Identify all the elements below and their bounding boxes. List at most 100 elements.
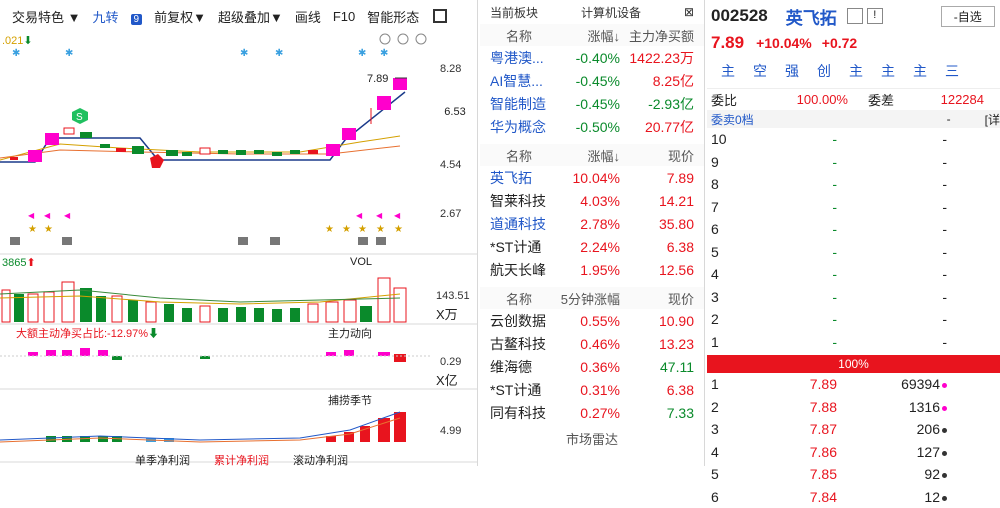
bell-icon[interactable] [847,8,863,24]
ratio-bar: 100% [707,355,1000,373]
row-chg: 0.36% [550,359,620,375]
sell-level: 1-- [707,331,1000,354]
row-val: 35.80 [620,216,700,232]
list-item[interactable]: 粤港澳...-0.40%1422.23万 [480,46,704,69]
row-chg: -0.40% [550,50,620,66]
row-val: 6.38 [620,239,700,255]
sector-columns: 名称 涨幅↓ 主力净买额 [480,24,704,46]
row-name: 维海德 [480,357,550,377]
sell-level: 3-- [707,286,1000,309]
dot-icon [942,406,947,411]
row-chg: 0.27% [550,405,620,421]
price-axis-2: 6.53 [432,106,478,120]
row-val: 13.23 [620,336,700,352]
row-val: 14.21 [620,193,700,209]
sector-header-right[interactable]: 计算机设备 [581,4,641,21]
market-radar[interactable]: 市场雷达 [480,429,704,448]
list-item[interactable]: 华为概念-0.50%20.77亿 [480,115,704,138]
wc-label: 委差 [868,90,928,109]
quote-tab[interactable]: 空 [749,60,771,82]
flow-title: 主力动向 [328,325,372,341]
row-val: 6.38 [620,382,700,398]
svg-text:★: ★ [28,224,37,235]
catch-axis-value: 4.99 [440,425,469,437]
detail-link[interactable]: [详 [985,111,1000,128]
quote-tab[interactable]: 三 [941,60,963,82]
sell-level: 5-- [707,241,1000,264]
row-name: 华为概念 [480,117,550,137]
row-chg: 10.04% [550,170,620,186]
quote-tab[interactable]: 主 [909,60,931,82]
quote-tab[interactable]: 主 [877,60,899,82]
price-axis-1: 8.28 [440,63,469,75]
add-watch-button[interactable]: -自选 [941,6,995,27]
list-item[interactable]: AI智慧...-0.45%8.25亿 [480,69,704,92]
abs-change: +0.72 [822,35,857,51]
quote-tab[interactable]: 主 [845,60,867,82]
svg-text:★: ★ [44,224,53,235]
quote-tab[interactable]: 主 [717,60,739,82]
row-name: 同有科技 [480,403,550,423]
close-icon[interactable]: ⊠ [684,5,694,19]
row-name: 云创数据 [480,311,550,331]
stock-name: 英飞拓 [786,4,837,29]
row-name: 英飞拓 [480,168,550,188]
row-chg: -0.45% [550,96,620,112]
vol-label: 3865 [2,257,26,269]
quote-panel: 002528 英飞拓 ! -自选 7.89 +10.04% +0.72 主空强创… [707,0,1000,466]
quote-tab[interactable]: 创 [813,60,835,82]
dot-icon [942,383,947,388]
quote-tab[interactable]: 强 [781,60,803,82]
sell-title: 委卖0档 [711,111,841,128]
svg-text:✱: ✱ [12,48,20,59]
row-name: 航天长峰 [480,260,550,280]
row-val: -2.93亿 [620,94,700,114]
sector-header: 当前板块 计算机设备 ⊠ [480,0,704,24]
svg-text:◀: ◀ [394,211,401,220]
svg-text:★: ★ [358,224,367,235]
f10-button[interactable]: F10 [333,9,355,24]
sell-level: 8-- [707,173,1000,196]
trade-feature-menu[interactable]: 交易特色 ▼ [12,7,80,26]
row-name: 智能制造 [480,94,550,114]
kline-svg: ✱✱✱✱✱✱ [0,32,478,466]
svg-text:★: ★ [376,224,385,235]
row-val: 8.25亿 [620,71,700,91]
svg-text:◀: ◀ [28,211,35,220]
sector-header-left: 当前板块 [490,4,538,21]
svg-text:✱: ✱ [65,48,73,59]
svg-text:◀: ◀ [356,211,363,220]
row-chg: 0.31% [550,382,620,398]
draw-line-button[interactable]: 画线 [295,7,321,26]
sell-level: 4-- [707,263,1000,286]
sell-level: 6-- [707,218,1000,241]
row-chg: -0.50% [550,119,620,135]
alert-icon[interactable]: ! [867,8,883,24]
svg-text:✱: ✱ [380,48,388,59]
panel-toggle-icon[interactable] [433,9,447,23]
quote-tabs: 主空强创主主主三 [707,54,1000,88]
sell-level: 2-- [707,308,1000,331]
price-axis-4: 2.67 [440,208,469,220]
row-chg: 4.03% [550,193,620,209]
smart-pattern-button[interactable]: 智能形态 [367,7,419,26]
svg-text:◀: ◀ [64,211,71,220]
adjust-menu[interactable]: 前复权▼ [154,7,206,26]
catch-title: 捕捞季节 [328,392,372,408]
list-item[interactable]: 智能制造-0.45%-2.93亿 [480,92,704,115]
overlay-menu[interactable]: 超级叠加▼ [218,7,283,26]
